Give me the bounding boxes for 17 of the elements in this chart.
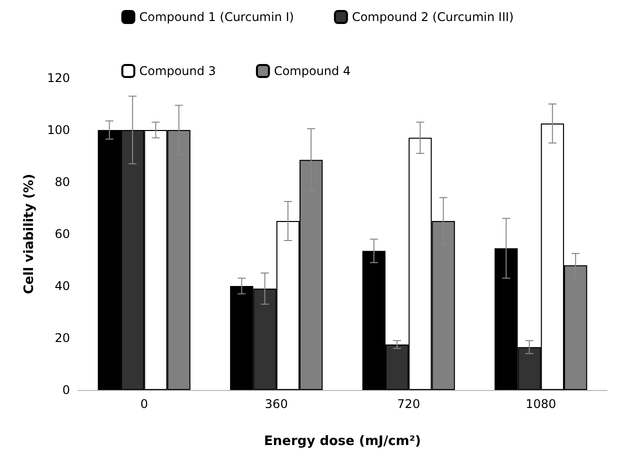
x-axis-title: Energy dose (mJ/cm²) — [264, 434, 421, 449]
y-tick-label: 100 — [47, 123, 70, 137]
y-tick-label: 60 — [54, 227, 70, 241]
y-axis-title: Cell viability (%) — [22, 174, 38, 294]
y-tick-label: 120 — [47, 71, 70, 85]
legend-label: Compound 1 (Curcumin I) — [139, 10, 294, 24]
y-tick-label: 20 — [54, 331, 70, 345]
legend-label: Compound 2 (Curcumin III) — [352, 10, 514, 24]
x-tick-label: 720 — [397, 397, 420, 411]
y-tick-label: 40 — [54, 279, 70, 293]
legend-label: Compound 3 — [139, 64, 216, 78]
y-tick-label: 80 — [54, 175, 70, 189]
x-tick-label: 0 — [140, 397, 148, 411]
x-tick-label: 1080 — [526, 397, 556, 411]
y-tick-label: 0 — [62, 383, 70, 397]
legend-label: Compound 4 — [274, 64, 351, 78]
x-tick-label: 360 — [264, 397, 288, 411]
